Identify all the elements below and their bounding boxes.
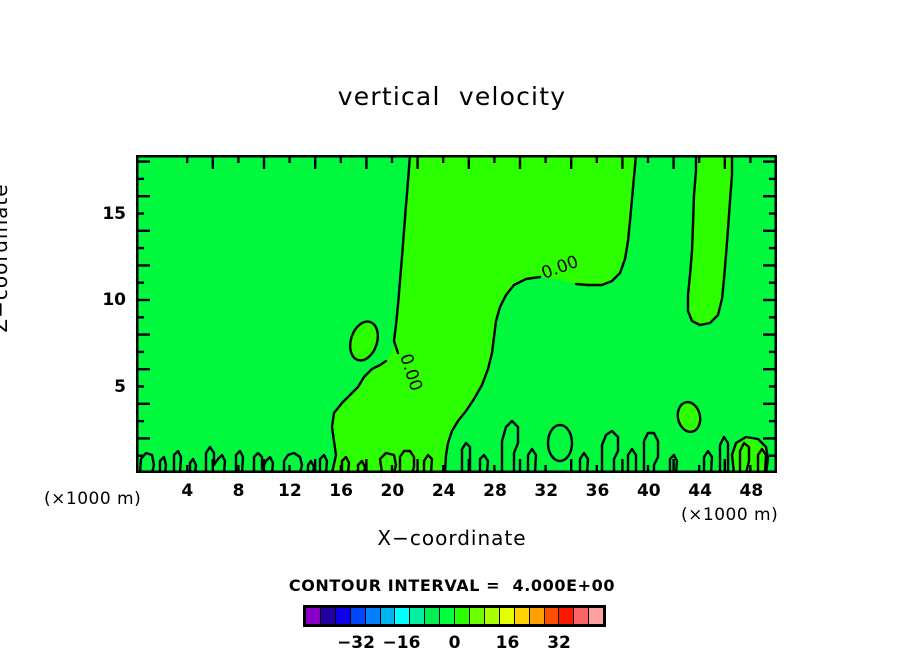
contour-plot-area: 0.00 0.00	[136, 155, 777, 473]
colorbar-swatch	[559, 608, 575, 624]
colorbar-swatch	[306, 608, 321, 624]
x-axis-units-label: (×1000 m)	[681, 505, 779, 525]
contour-line-zero	[330, 155, 770, 473]
y-tick-label: 5	[114, 376, 126, 397]
colorbar-swatch	[484, 608, 500, 624]
colorbar-swatch	[455, 608, 470, 624]
colorbar-swatch	[440, 608, 456, 624]
colorbar-tick-label: −32	[337, 633, 375, 653]
colorbar	[303, 605, 606, 627]
page-title: vertical velocity	[337, 82, 567, 111]
colorbar-caption: CONTOUR INTERVAL = 4.000E+00	[288, 576, 616, 595]
fill-blob-midlow	[350, 321, 378, 361]
x-tick-label: 16	[329, 481, 353, 501]
x-tick-label: 4	[181, 481, 194, 501]
x-tick-label: 44	[688, 481, 712, 501]
colorbar-swatch	[499, 608, 515, 624]
fill-region-positive	[332, 155, 636, 473]
z-axis-units-label: (×1000 m)	[44, 489, 142, 509]
x-tick-label: 28	[483, 481, 507, 501]
x-tick-label: 48	[739, 481, 764, 501]
colorbar-swatch	[335, 608, 351, 624]
colorbar-swatch	[365, 608, 381, 624]
colorbar-swatch	[529, 608, 545, 624]
colorbar-swatch	[469, 608, 485, 624]
fill-region-positive-right-column	[688, 155, 732, 325]
colorbar-tick-label: −16	[382, 633, 421, 653]
x-tick-label: 40	[636, 481, 661, 501]
x-tick-label: 24	[431, 481, 456, 501]
contour-noise-boundary-layer	[138, 419, 768, 473]
colorbar-swatch	[589, 608, 604, 624]
colorbar-tick-label: 16	[495, 633, 520, 653]
y-axis-title: Z−coordinate	[0, 183, 12, 333]
colorbar-tick-label: 0	[448, 633, 461, 653]
colorbar-tick-label: 32	[547, 633, 571, 653]
fill-blob-right-low	[677, 402, 701, 432]
colorbar-swatch	[395, 608, 411, 624]
x-tick-label: 36	[585, 481, 610, 501]
x-tick-label: 12	[277, 481, 302, 501]
x-tick-label: 32	[534, 481, 559, 501]
colorbar-swatch	[410, 608, 426, 624]
colorbar-swatch	[514, 608, 530, 624]
colorbar-swatch	[574, 608, 590, 624]
colorbar-swatch	[350, 608, 366, 624]
y-tick-label: 10	[102, 290, 126, 311]
colorbar-swatch	[544, 608, 560, 624]
colorbar-swatch	[320, 608, 336, 624]
y-tick-label: 15	[102, 203, 126, 224]
x-tick-label: 20	[380, 481, 405, 501]
x-axis-title: X−coordinate	[377, 526, 527, 550]
colorbar-swatch	[380, 608, 396, 624]
x-tick-label: 8	[232, 481, 245, 501]
colorbar-swatch	[425, 608, 441, 624]
